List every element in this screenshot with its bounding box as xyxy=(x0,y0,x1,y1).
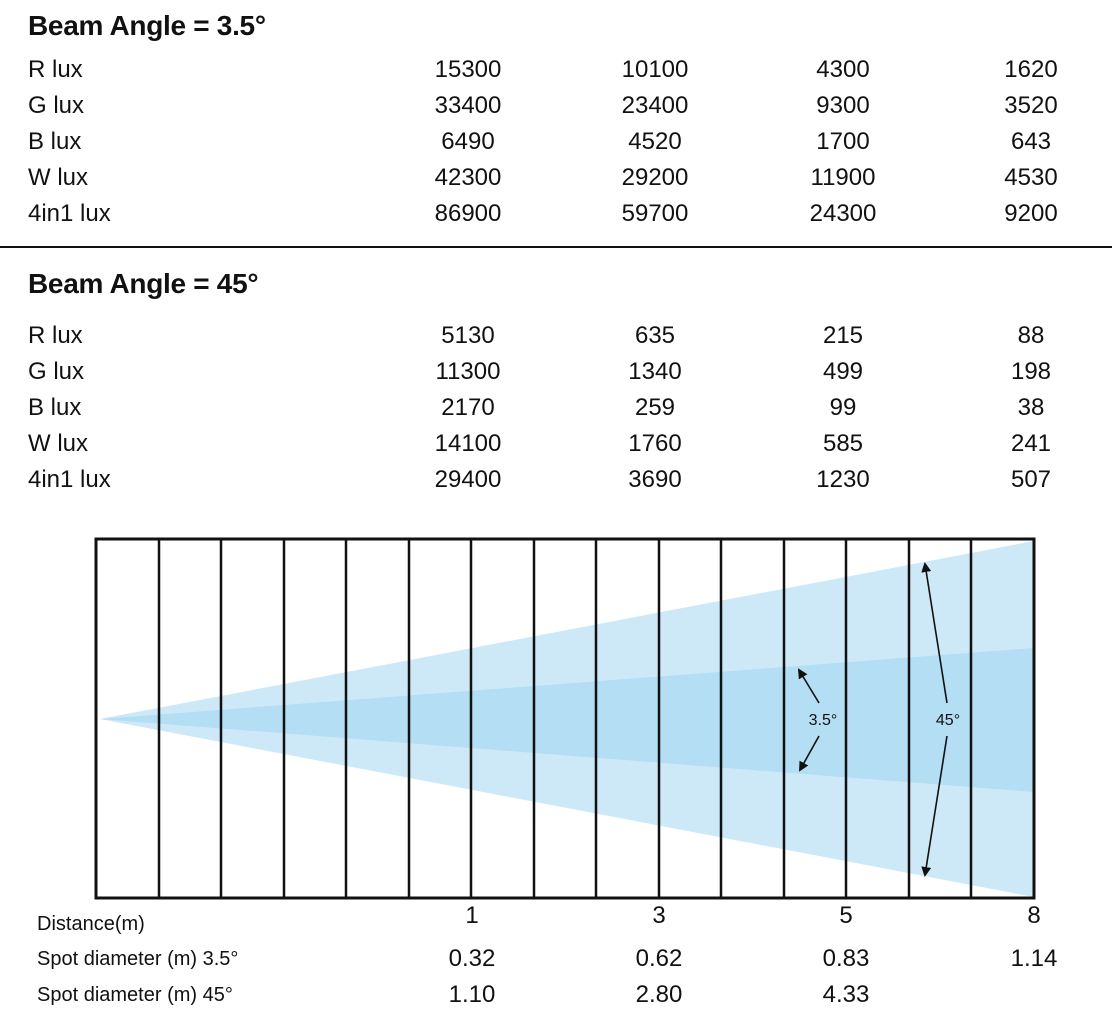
table-row: G lux 11300 1340 499 198 xyxy=(0,354,1112,390)
cell-value: 4520 xyxy=(628,128,682,155)
cell-value: 643 xyxy=(1010,128,1052,155)
spot-diameter-value: 1.14 xyxy=(1010,945,1058,972)
inner-beam-cone xyxy=(100,648,1034,792)
table-row: 4in1 lux 29400 3690 1230 507 xyxy=(0,462,1112,498)
cell-value: 1760 xyxy=(628,430,682,457)
row-label: G lux xyxy=(28,92,85,119)
distance-value: 5 xyxy=(839,902,853,929)
row-label: R lux xyxy=(28,322,83,349)
distance-grid xyxy=(157,539,973,898)
cell-value: 9300 xyxy=(816,92,870,119)
cell-value: 15300 xyxy=(434,56,502,83)
cell-value: 99 xyxy=(829,394,857,421)
cell-value: 585 xyxy=(822,430,864,457)
spot-diameter-value: 1.10 xyxy=(448,981,496,1008)
cell-value: 2170 xyxy=(441,394,495,421)
row-label: W lux xyxy=(28,164,88,191)
diagram-frame xyxy=(94,537,1036,900)
spot-diameter-value: 0.83 xyxy=(822,945,870,972)
distance-value: 3 xyxy=(652,902,666,929)
cell-value: 198 xyxy=(1010,358,1052,385)
cell-value: 3690 xyxy=(628,466,682,493)
section-title-beam-45: Beam Angle = 45° xyxy=(28,268,259,299)
cell-value: 3520 xyxy=(1004,92,1058,119)
cell-value: 88 xyxy=(1017,322,1045,349)
cell-value: 1620 xyxy=(1004,56,1058,83)
cell-value: 10100 xyxy=(621,56,689,83)
spot-diameter-3-5-row: Spot diameter (m) 3.5° 0.32 0.62 0.83 1.… xyxy=(0,943,1112,975)
outer-angle-arrows-icon xyxy=(921,562,948,877)
cell-value: 4530 xyxy=(1004,164,1058,191)
cell-value: 1700 xyxy=(816,128,870,155)
spot-diameter-label: Spot diameter (m) 3.5° xyxy=(37,948,239,970)
cell-value: 1340 xyxy=(628,358,682,385)
cell-value: 507 xyxy=(1010,466,1052,493)
row-label: W lux xyxy=(28,430,88,457)
cell-value: 1230 xyxy=(816,466,870,493)
cell-value: 29400 xyxy=(434,466,502,493)
cell-value: 29200 xyxy=(621,164,689,191)
row-label: 4in1 lux xyxy=(28,466,111,493)
cell-value: 42300 xyxy=(434,164,502,191)
cell-value: 499 xyxy=(822,358,864,385)
cell-value: 6490 xyxy=(441,128,495,155)
spot-diameter-label: Spot diameter (m) 45° xyxy=(37,984,233,1006)
row-label: R lux xyxy=(28,56,83,83)
outer-angle-label: 45° xyxy=(936,712,960,729)
inner-angle-label: 3.5° xyxy=(809,712,838,729)
distance-value: 1 xyxy=(465,902,479,929)
spot-diameter-value: 2.80 xyxy=(635,981,683,1008)
cell-value: 259 xyxy=(634,394,676,421)
row-label: B lux xyxy=(28,394,82,421)
cell-value: 11900 xyxy=(810,164,876,191)
table-row: B lux 2170 259 99 38 xyxy=(0,390,1112,426)
distance-row: Distance(m) 1 3 5 8 xyxy=(0,900,1112,935)
cell-value: 38 xyxy=(1017,394,1045,421)
table-row: 4in1 lux 86900 59700 24300 9200 xyxy=(0,196,1112,232)
cell-value: 23400 xyxy=(621,92,689,119)
distance-label: Distance(m) xyxy=(37,913,145,935)
table-row: B lux 6490 4520 1700 643 xyxy=(0,124,1112,160)
section-divider xyxy=(0,246,1112,248)
row-label: 4in1 lux xyxy=(28,200,111,227)
cell-value: 4300 xyxy=(816,56,870,83)
section-title-beam-3-5: Beam Angle = 3.5° xyxy=(28,10,266,41)
spot-diameter-value: 0.62 xyxy=(635,945,683,972)
cell-value: 14100 xyxy=(434,430,502,457)
cell-value: 9200 xyxy=(1004,200,1058,227)
table-row: W lux 42300 29200 11900 4530 xyxy=(0,160,1112,196)
cell-value: 11300 xyxy=(435,358,501,385)
cell-value: 241 xyxy=(1010,430,1052,457)
table-row: R lux 5130 635 215 88 xyxy=(0,318,1112,354)
distance-value: 8 xyxy=(1027,902,1041,929)
table-row: W lux 14100 1760 585 241 xyxy=(0,426,1112,462)
cell-value: 33400 xyxy=(434,92,502,119)
cell-value: 5130 xyxy=(441,322,495,349)
spot-diameter-value: 0.32 xyxy=(448,945,496,972)
cell-value: 24300 xyxy=(809,200,877,227)
row-label: B lux xyxy=(28,128,82,155)
table-row: R lux 15300 10100 4300 1620 xyxy=(0,52,1112,88)
table-row: G lux 33400 23400 9300 3520 xyxy=(0,88,1112,124)
cell-value: 635 xyxy=(634,322,676,349)
cell-value: 86900 xyxy=(434,200,502,227)
cell-value: 59700 xyxy=(621,200,689,227)
spot-diameter-value: 4.33 xyxy=(822,981,870,1008)
inner-angle-arrows-icon xyxy=(797,668,820,772)
spot-diameter-45-row: Spot diameter (m) 45° 1.10 2.80 4.33 xyxy=(0,979,1112,1011)
cell-value: 215 xyxy=(822,322,864,349)
row-label: G lux xyxy=(28,358,85,385)
